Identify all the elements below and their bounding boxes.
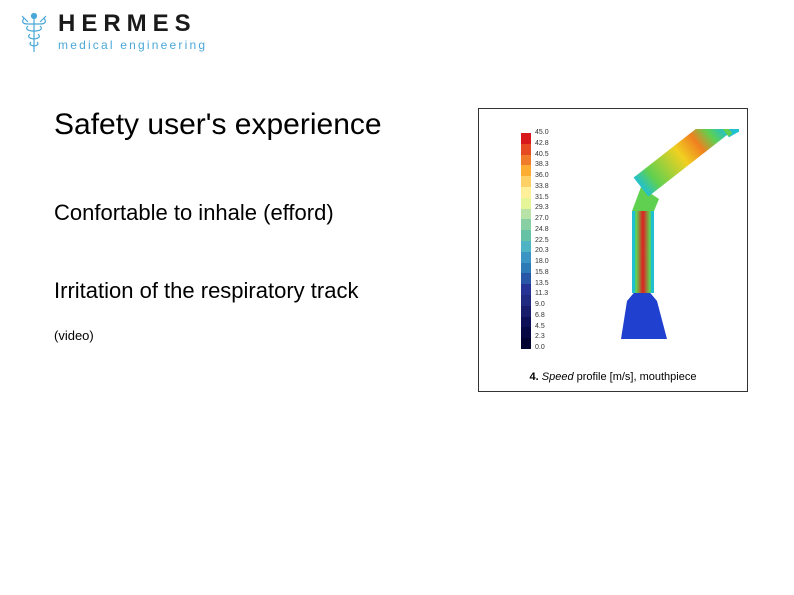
colorbar-segment xyxy=(521,338,531,349)
colorbar-segment xyxy=(521,155,531,166)
colorbar-tick-label: 45.0 xyxy=(535,129,549,136)
page-heading: Safety user's experience xyxy=(54,108,382,142)
colorbar-segment xyxy=(521,327,531,338)
colorbar-segment xyxy=(521,263,531,274)
colorbar-segment xyxy=(521,241,531,252)
colorbar-segment xyxy=(521,219,531,230)
caption-italic: Speed xyxy=(542,371,574,383)
video-note: (video) xyxy=(54,328,94,343)
colorbar-segment xyxy=(521,284,531,295)
colorbar-tick-label: 36.0 xyxy=(535,172,549,179)
colorbar xyxy=(521,133,531,349)
colorbar-tick-label: 40.5 xyxy=(535,151,549,158)
colorbar-segment xyxy=(521,273,531,284)
figure-content: 45.0 42.8 40.5 38.3 36.0 33.8 31.5 29.3 27.0 24.8… xyxy=(479,109,747,361)
colorbar-segment xyxy=(521,176,531,187)
colorbar-tick-label: 6.8 xyxy=(535,312,549,319)
colorbar-segment xyxy=(521,230,531,241)
colorbar-segment xyxy=(521,133,531,144)
colorbar-segment xyxy=(521,317,531,328)
colorbar-segment xyxy=(521,144,531,155)
logo-sub-text: medical engineering xyxy=(58,38,207,52)
colorbar-tick-label: 4.5 xyxy=(535,323,549,330)
colorbar-tick-label: 42.8 xyxy=(535,140,549,147)
logo-text: HERMES medical engineering xyxy=(58,12,207,52)
colorbar-segment xyxy=(521,252,531,263)
figure-speed-profile: 45.0 42.8 40.5 38.3 36.0 33.8 31.5 29.3 27.0 24.8… xyxy=(478,108,748,392)
colorbar-segment xyxy=(521,198,531,209)
colorbar-tick-label: 20.3 xyxy=(535,247,549,254)
cfd-mouthpiece-render xyxy=(569,129,739,349)
caption-rest: profile [m/s], mouthpiece xyxy=(574,371,697,383)
caption-number: 4. xyxy=(530,371,539,383)
colorbar-tick-label: 33.8 xyxy=(535,183,549,190)
colorbar-segment xyxy=(521,306,531,317)
colorbar-tick-label: 22.5 xyxy=(535,237,549,244)
colorbar-tick-label: 2.3 xyxy=(535,333,549,340)
colorbar-tick-label: 0.0 xyxy=(535,344,549,351)
colorbar-tick-label: 15.8 xyxy=(535,269,549,276)
colorbar-segment xyxy=(521,165,531,176)
colorbar-tick-label: 31.5 xyxy=(535,194,549,201)
colorbar-tick-label: 13.5 xyxy=(535,280,549,287)
colorbar-tick-label: 24.8 xyxy=(535,226,549,233)
bullet-comfort: Confortable to inhale (efford) xyxy=(54,200,334,226)
colorbar-tick-label: 38.3 xyxy=(535,161,549,168)
colorbar-tick-label: 11.3 xyxy=(535,290,549,297)
bullet-irritation: Irritation of the respiratory track xyxy=(54,278,358,304)
logo-main-text: HERMES xyxy=(58,12,207,36)
colorbar-segment xyxy=(521,187,531,198)
colorbar-segment xyxy=(521,295,531,306)
caduceus-icon xyxy=(18,12,50,56)
colorbar-tick-label: 18.0 xyxy=(535,258,549,265)
colorbar-tick-label: 27.0 xyxy=(535,215,549,222)
colorbar-labels: 45.0 42.8 40.5 38.3 36.0 33.8 31.5 29.3 27.0 24.8… xyxy=(535,129,549,351)
colorbar-tick-label: 29.3 xyxy=(535,204,549,211)
logo-area: HERMES medical engineering xyxy=(18,12,207,56)
colorbar-tick-label: 9.0 xyxy=(535,301,549,308)
colorbar-segment xyxy=(521,209,531,220)
figure-caption: 4. Speed profile [m/s], mouthpiece xyxy=(479,371,747,383)
